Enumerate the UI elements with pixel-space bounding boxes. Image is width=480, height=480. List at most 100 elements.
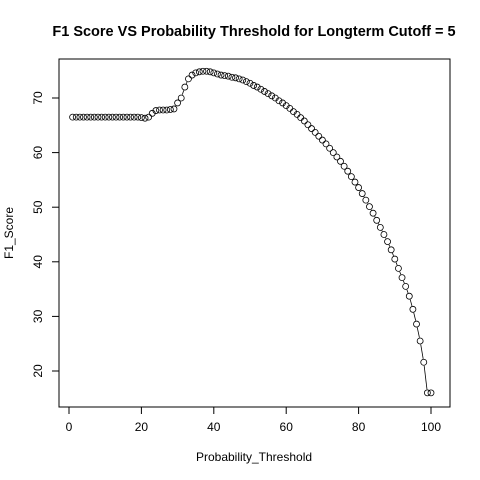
x-tick-label: 20 bbox=[135, 420, 149, 434]
data-point bbox=[80, 113, 87, 121]
series-segment bbox=[416, 327, 420, 338]
x-tick-label: 40 bbox=[207, 420, 221, 434]
data-point bbox=[366, 203, 373, 211]
data-point bbox=[159, 106, 167, 114]
series-segment bbox=[181, 90, 185, 95]
data-point bbox=[112, 113, 120, 121]
data-point bbox=[362, 196, 370, 204]
data-point bbox=[206, 68, 214, 76]
series-segment bbox=[403, 280, 405, 284]
y-tick-label: 70 bbox=[31, 91, 45, 105]
y-tick-label: 60 bbox=[31, 146, 45, 160]
data-point bbox=[105, 113, 113, 121]
plot-frame bbox=[58, 58, 451, 408]
data-point bbox=[395, 264, 402, 272]
data-point bbox=[98, 113, 105, 121]
data-point bbox=[416, 337, 424, 345]
data-point bbox=[166, 106, 174, 113]
data-point bbox=[413, 320, 420, 328]
data-point bbox=[373, 216, 381, 224]
series-segment bbox=[413, 312, 417, 321]
data-point bbox=[358, 190, 366, 197]
data-point bbox=[214, 70, 221, 78]
series-segment bbox=[388, 244, 391, 247]
data-point bbox=[87, 113, 95, 121]
data-point bbox=[246, 79, 254, 87]
data-point bbox=[315, 132, 323, 140]
data-point bbox=[423, 389, 431, 397]
data-point bbox=[170, 105, 178, 113]
data-point bbox=[250, 82, 258, 89]
data-point bbox=[300, 117, 308, 125]
data-point bbox=[195, 68, 203, 76]
data-point bbox=[340, 162, 348, 170]
data-point bbox=[156, 106, 163, 114]
data-point bbox=[130, 113, 138, 121]
x-axis-label: Probability_Threshold bbox=[196, 450, 312, 464]
data-point bbox=[337, 157, 344, 165]
data-point bbox=[137, 114, 145, 122]
data-point bbox=[232, 74, 239, 82]
data-point bbox=[351, 178, 359, 186]
data-point bbox=[116, 113, 124, 121]
y-tick-label: 20 bbox=[31, 364, 45, 378]
chart-title: F1 Score VS Probability Threshold for Lo… bbox=[52, 24, 455, 40]
data-point bbox=[405, 292, 413, 300]
y-tick-label: 50 bbox=[31, 200, 45, 214]
series-segment bbox=[420, 344, 424, 359]
data-point bbox=[203, 67, 210, 75]
data-point bbox=[90, 113, 98, 121]
data-point bbox=[242, 78, 250, 86]
y-axis-label: F1_Score bbox=[2, 207, 16, 259]
data-point bbox=[123, 113, 131, 121]
data-point bbox=[119, 113, 127, 121]
data-point bbox=[304, 121, 312, 129]
y-tick-label: 30 bbox=[31, 309, 45, 323]
data-point bbox=[369, 209, 377, 217]
data-point bbox=[188, 71, 196, 79]
series-segment bbox=[185, 81, 188, 85]
series-segment bbox=[392, 252, 394, 256]
data-point bbox=[199, 67, 207, 75]
data-point bbox=[145, 113, 153, 121]
data-point bbox=[221, 72, 229, 80]
data-point bbox=[134, 113, 142, 121]
data-point bbox=[210, 69, 218, 77]
data-point bbox=[344, 167, 352, 175]
data-point bbox=[326, 144, 334, 152]
data-point bbox=[268, 92, 276, 100]
data-point bbox=[239, 76, 247, 84]
data-point bbox=[311, 128, 319, 136]
data-point bbox=[192, 69, 200, 77]
data-point bbox=[235, 75, 243, 83]
data-point bbox=[355, 184, 363, 191]
y-tick-label: 40 bbox=[31, 255, 45, 269]
y-axis: 20 30 40 50 60 70 bbox=[31, 91, 60, 378]
x-tick-label: 0 bbox=[66, 420, 73, 434]
data-point bbox=[228, 73, 236, 81]
series-segment bbox=[409, 299, 413, 307]
data-point bbox=[391, 255, 399, 263]
data-point bbox=[329, 149, 337, 157]
data-point bbox=[127, 113, 134, 121]
data-point bbox=[275, 97, 283, 105]
data-point bbox=[174, 99, 182, 107]
data-point bbox=[141, 114, 149, 122]
data-point bbox=[409, 305, 417, 313]
data-point bbox=[347, 173, 355, 181]
data-series bbox=[69, 67, 435, 397]
data-point bbox=[322, 140, 330, 148]
data-point bbox=[152, 107, 160, 114]
series-segment bbox=[423, 365, 428, 390]
data-point bbox=[333, 153, 341, 161]
data-point bbox=[72, 113, 80, 121]
data-point bbox=[76, 113, 84, 121]
data-point bbox=[101, 113, 109, 121]
data-point bbox=[384, 238, 391, 245]
data-point bbox=[181, 83, 189, 91]
data-point bbox=[257, 85, 265, 93]
data-point bbox=[69, 113, 77, 121]
data-point bbox=[217, 71, 225, 79]
data-point bbox=[387, 246, 395, 254]
data-point bbox=[264, 90, 272, 98]
